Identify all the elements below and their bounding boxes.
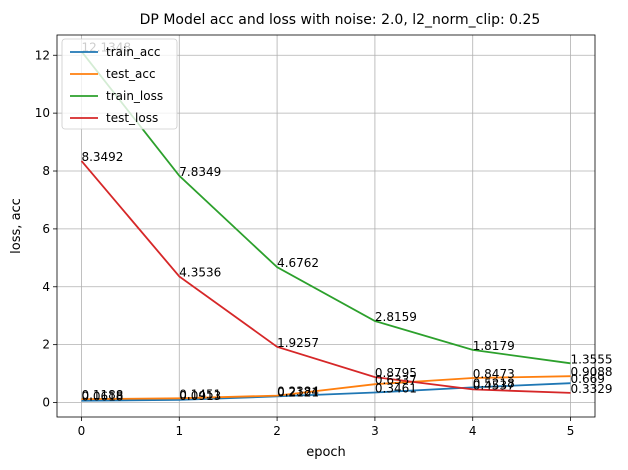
y-tick-label: 2: [42, 338, 50, 352]
data-label-test_acc: 0.6337: [375, 373, 417, 387]
x-axis-ticks: 0 1 2 3 4 5: [78, 417, 575, 438]
data-label-test_acc: 0.1188: [81, 388, 123, 402]
data-label-train_loss: 1.8179: [473, 339, 515, 353]
data-label-test_acc: 0.9088: [571, 365, 613, 379]
x-tick-label: 2: [273, 424, 281, 438]
y-tick-label: 12: [35, 48, 50, 62]
legend-label-train_loss: train_loss: [106, 89, 163, 103]
data-label-train_loss: 7.8349: [179, 165, 221, 179]
series-line-test_acc: [81, 375, 571, 400]
data-label-test_loss: 4.3536: [179, 266, 221, 280]
y-tick-label: 4: [42, 280, 50, 294]
data-label-train_loss: 4.6762: [277, 256, 319, 270]
data-label-test_loss: 8.3492: [81, 150, 123, 164]
data-label-train_acc: 0.0913: [179, 389, 221, 403]
data-label-test_loss: 1.9257: [277, 336, 319, 350]
x-axis-label: epoch: [306, 445, 346, 460]
x-tick-label: 3: [371, 424, 379, 438]
data-label-train_acc: 0.2121: [277, 385, 319, 399]
data-label-test_acc: 0.8473: [473, 367, 515, 381]
x-tick-label: 4: [469, 424, 477, 438]
data-label-train_acc: 0.5218: [473, 376, 515, 390]
legend-label-test_acc: test_acc: [106, 67, 156, 81]
series-lines: [80, 50, 571, 402]
data-label-train_acc: 0.669: [571, 372, 605, 386]
y-tick-label: 8: [42, 164, 50, 178]
y-axis-ticks: 0 2 4 6 8 10 12: [35, 48, 57, 410]
data-label-train_loss: 2.8159: [375, 310, 417, 324]
data-label-test_loss: 0.4537: [473, 378, 515, 392]
x-tick-label: 5: [567, 424, 575, 438]
data-label-test_loss: 0.8795: [375, 366, 417, 380]
legend-box: [61, 38, 178, 130]
chart-title: DP Model acc and loss with noise: 2.0, l…: [140, 12, 541, 28]
data-label-test_loss: 0.3329: [571, 382, 613, 396]
series-line-train_acc: [81, 382, 571, 402]
legend-label-train_acc: train_acc: [106, 45, 160, 59]
series-line-train_loss: [80, 50, 571, 365]
series-line-test_loss: [80, 160, 571, 394]
data-label-test_acc: 0.1451: [179, 387, 221, 401]
plot-frame: [56, 34, 596, 418]
data-label-train_acc: 0.3461: [375, 382, 417, 396]
y-tick-label: 10: [35, 106, 50, 120]
y-tick-label: 6: [42, 222, 50, 236]
x-tick-label: 0: [78, 424, 86, 438]
data-label-train_loss: 1.3555: [571, 352, 613, 366]
y-tick-label: 0: [42, 396, 50, 410]
data-label-train_acc: 0.0618: [81, 390, 123, 404]
legend-label-test_loss: test_loss: [106, 111, 158, 125]
y-axis-label: loss, acc: [9, 198, 24, 254]
legend: train_acc test_acc train_loss test_loss: [61, 38, 178, 130]
x-tick-label: 1: [175, 424, 183, 438]
data-label-test_acc: 0.2384: [277, 385, 319, 399]
